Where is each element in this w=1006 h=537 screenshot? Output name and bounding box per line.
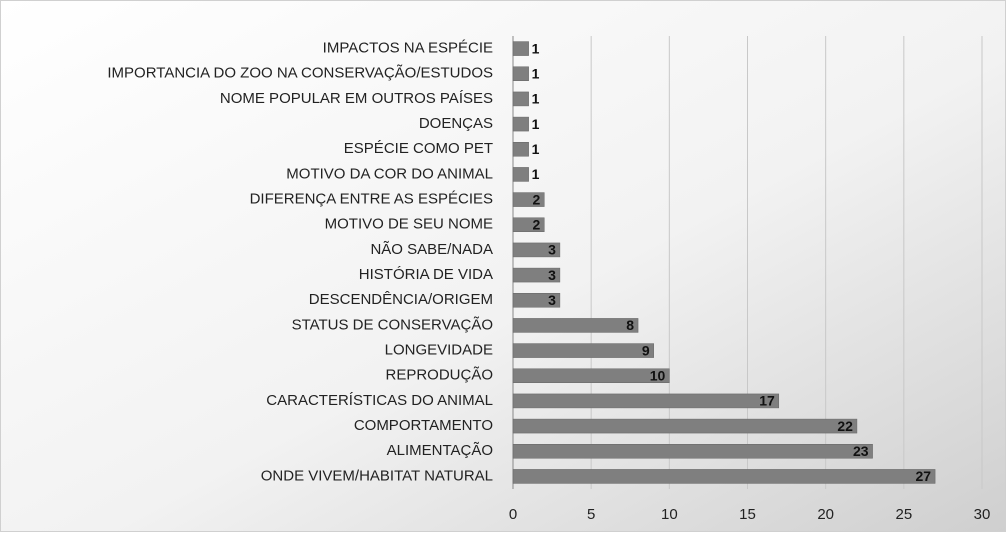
plot-area: 0 5 10 15 20 25 30 IMPACTOS NA ESPÉCIE 1 IMPORTAN…: [107, 36, 990, 523]
value-label: 1: [532, 40, 540, 56]
x-tick-label: 5: [587, 506, 595, 523]
bar: [512, 242, 561, 258]
value-label: 3: [548, 267, 556, 283]
value-label: 9: [642, 342, 650, 358]
y-tick-label: LONGEVIDADE: [385, 342, 493, 359]
y-tick-label: CARACTERÍSTICAS DO ANIMAL: [266, 392, 493, 409]
bar: [512, 444, 873, 459]
y-tick-label: REPRODUÇÃO: [385, 367, 493, 384]
value-label: 3: [548, 242, 556, 258]
bar: [512, 217, 545, 232]
y-tick-label: ONDE VIVEM/HABITAT NATURAL: [261, 467, 493, 484]
value-label: 27: [916, 468, 932, 484]
x-tick-label: 25: [895, 506, 912, 523]
bar: [512, 91, 529, 107]
bar: [512, 368, 670, 383]
value-label: 3: [548, 292, 556, 308]
bar: [512, 167, 529, 182]
value-label: 22: [837, 418, 853, 434]
value-label: 2: [532, 216, 540, 232]
bar: [512, 267, 561, 283]
x-tick-label: 15: [739, 506, 756, 523]
value-label: 10: [650, 367, 666, 383]
bar: [512, 66, 529, 81]
x-tick-label: 0: [509, 506, 517, 523]
bar: [512, 293, 561, 308]
bar: [512, 116, 529, 132]
y-tick-label: ALIMENTAÇÃO: [387, 442, 493, 459]
y-tick-label: NOME POPULAR EM OUTROS PAÍSES: [220, 90, 493, 107]
bar: [512, 192, 545, 207]
y-tick-label: IMPORTANCIA DO ZOO NA CONSERVAÇÃO/ESTUDO…: [107, 65, 493, 82]
value-label: 1: [532, 116, 540, 132]
y-tick-label: MOTIVO DE SEU NOME: [325, 216, 493, 233]
bar: [512, 393, 780, 409]
y-tick-label: ESPÉCIE COMO PET: [344, 140, 493, 157]
value-label: 2: [532, 191, 540, 207]
y-tick-label: DOENÇAS: [419, 115, 493, 132]
x-tick-label: 30: [974, 506, 991, 523]
y-tick-label: COMPORTAMENTO: [354, 417, 493, 434]
value-label: 1: [532, 91, 540, 107]
y-tick-label: DESCENDÊNCIA/ORIGEM: [309, 291, 493, 308]
bar: [512, 418, 858, 434]
value-label: 8: [626, 317, 634, 333]
value-label: 1: [532, 166, 540, 182]
value-label: 1: [532, 141, 540, 157]
y-tick-label: MOTIVO DA COR DO ANIMAL: [286, 165, 493, 182]
value-label: 1: [532, 65, 540, 81]
bar: [512, 343, 654, 358]
x-tick-label: 20: [817, 506, 834, 523]
x-tick-label: 10: [661, 506, 678, 523]
y-tick-label: NÃO SABE/NADA: [370, 241, 493, 258]
bar: [512, 142, 529, 157]
bar: [512, 318, 639, 333]
y-tick-label: DIFERENÇA ENTRE AS ESPÉCIES: [250, 191, 493, 208]
y-tick-label: STATUS DE CONSERVAÇÃO: [292, 316, 493, 333]
bar: [512, 41, 529, 56]
value-label: 17: [759, 393, 775, 409]
value-label: 23: [853, 443, 869, 459]
y-tick-label: IMPACTOS NA ESPÉCIE: [323, 40, 493, 57]
y-tick-label: HISTÓRIA DE VIDA: [359, 266, 493, 283]
bar: [512, 469, 936, 484]
